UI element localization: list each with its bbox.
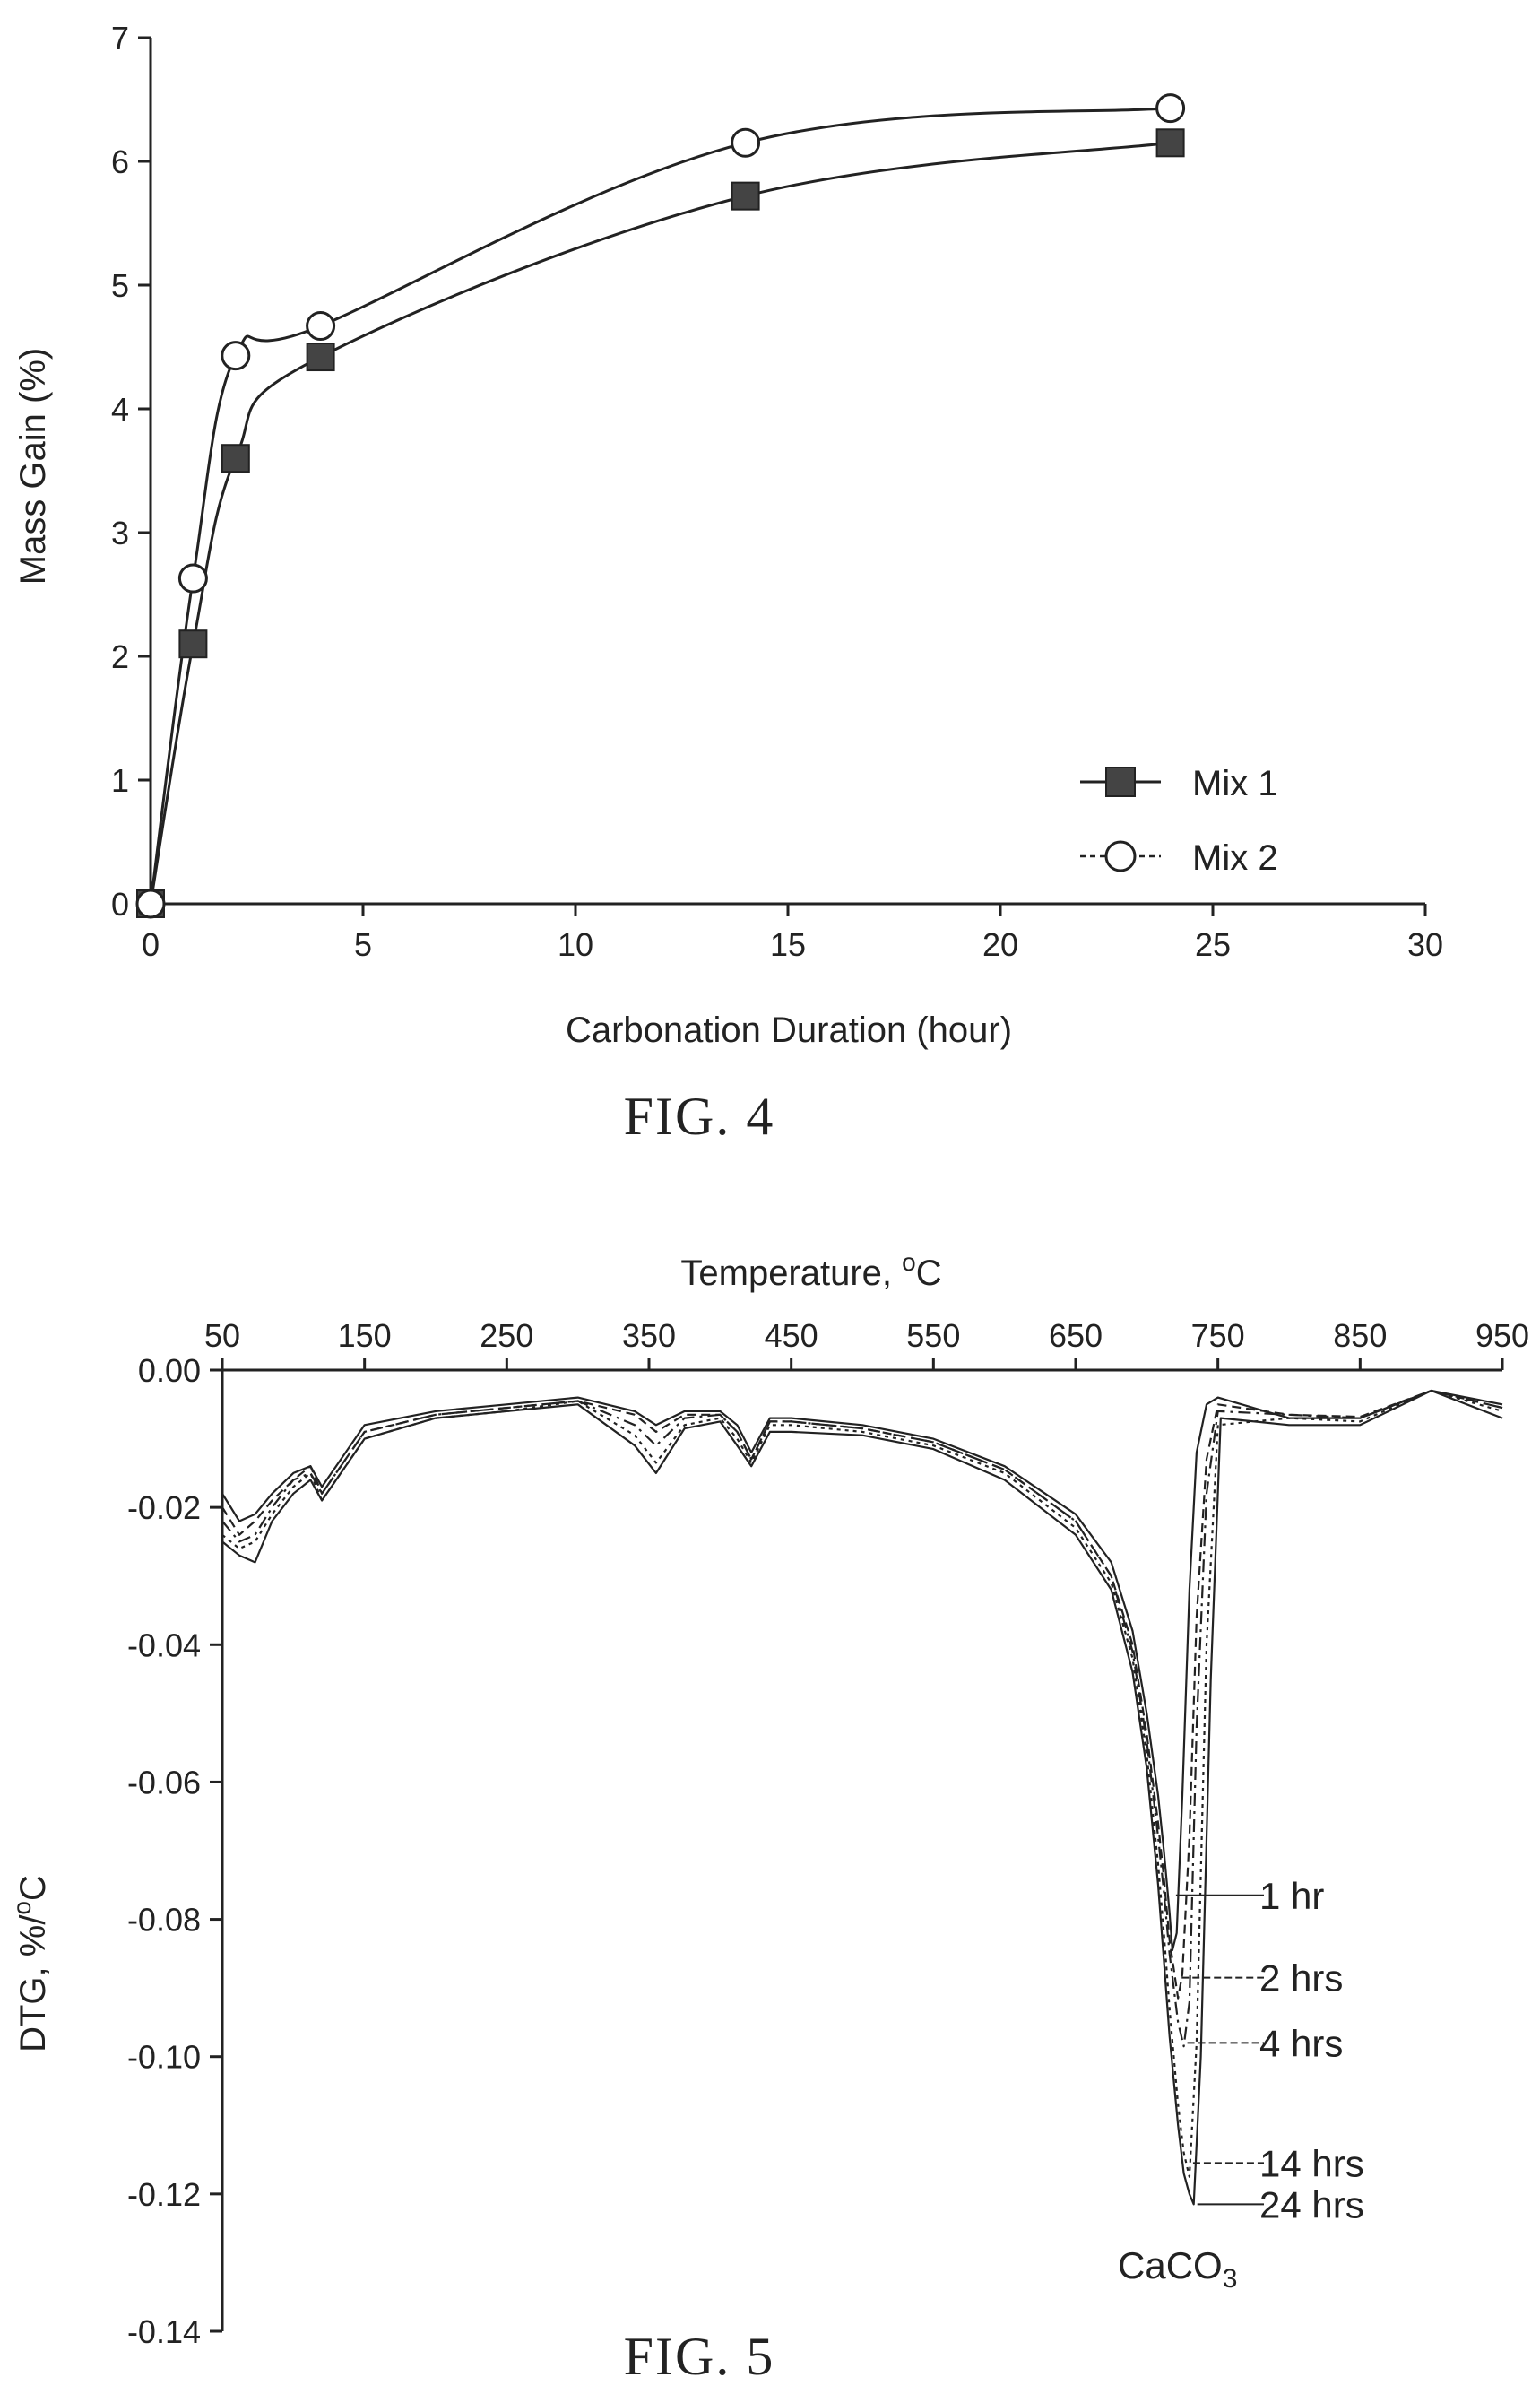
fig5-series-line-4 — [221, 1389, 1503, 2178]
fig5-series-line-5 — [221, 1389, 1503, 2206]
fig5-x-axis-title: Temperature, oC — [680, 1248, 941, 1293]
fig5-x-tick-label: 350 — [622, 1317, 676, 1354]
fig4-x-tick-label: 25 — [1195, 926, 1231, 963]
fig5-chart: 50 150 250 350 450 550 650 750 850 950 0.00 -0.02 -0… — [8, 1248, 1529, 2386]
fig4-series-line-1 — [149, 141, 1171, 905]
fig5-x-tick-label: 550 — [906, 1317, 960, 1354]
legend-marker-mix1 — [1105, 767, 1136, 797]
fig5-curve-label: 4 hrs — [1259, 2022, 1343, 2064]
fig4-y-tick-label: 7 — [111, 20, 129, 56]
fig5-y-tick-label: -0.14 — [127, 2313, 201, 2350]
fig5-x-tick-label: 450 — [765, 1317, 818, 1354]
fig5-y-axis-title: DTG, %/oC — [8, 1875, 53, 2052]
fig4-point-mix1 — [731, 181, 760, 211]
fig5-series-line-1 — [221, 1389, 1503, 1952]
fig5-x-tick-label: 950 — [1475, 1317, 1529, 1354]
fig4-point-mix2 — [731, 127, 761, 158]
fig4-x-tick-label: 30 — [1407, 926, 1443, 963]
fig4-caption: FIG. 4 — [624, 1087, 775, 1146]
fig4-point-mix1 — [221, 444, 250, 473]
fig5-curve-label: 24 hrs — [1259, 2183, 1364, 2225]
fig4-point-mix2 — [177, 563, 208, 594]
fig4-point-mix1 — [306, 343, 335, 372]
fig5-axes: 50 150 250 350 450 550 650 750 850 950 0.00 -0.02 -0… — [127, 1317, 1529, 2350]
fig4-y-axis-title: Mass Gain (%) — [13, 348, 53, 586]
fig5-series-group — [221, 1389, 1503, 2206]
fig4-y-tick-label: 3 — [111, 515, 129, 551]
legend-label-mix1: Mix 1 — [1192, 764, 1278, 803]
fig5-y-tick-label: -0.12 — [127, 2176, 201, 2213]
fig5-y-tick-label: -0.04 — [127, 1627, 201, 1663]
fig5-y-tick-label: -0.08 — [127, 1902, 201, 1939]
fig5-y-tick-label: -0.02 — [127, 1489, 201, 1526]
caco3-annotation: CaCO3 — [1118, 2244, 1237, 2294]
fig4-point-mix2 — [135, 889, 166, 919]
fig4-y-tick-label: 0 — [111, 886, 129, 923]
fig5-caption: FIG. 5 — [624, 2327, 775, 2386]
fig5-curve-label: 14 hrs — [1259, 2142, 1364, 2184]
fig4-y-tick-label: 6 — [111, 143, 129, 180]
fig4-x-axis-title: Carbonation Duration (hour) — [566, 1011, 1012, 1050]
fig4-x-tick-label: 0 — [142, 926, 160, 963]
fig4-chart: 0 5 10 15 20 25 30 0 1 2 3 4 5 6 7 Mix 1 Mix 2 Carbona… — [13, 20, 1443, 1146]
fig5-x-tick-label: 150 — [338, 1317, 392, 1354]
fig4-y-tick-label: 1 — [111, 762, 129, 799]
fig5-x-tick-label: 650 — [1049, 1317, 1103, 1354]
fig4-x-tick-label: 10 — [558, 926, 593, 963]
fig5-y-tick-label: -0.06 — [127, 1764, 201, 1800]
legend-marker-mix2 — [1104, 840, 1137, 872]
fig4-point-mix2 — [221, 341, 251, 371]
fig5-curve-label: 2 hrs — [1259, 1957, 1343, 2000]
fig4-point-mix2 — [306, 311, 336, 342]
fig4-x-tick-label: 20 — [982, 926, 1018, 963]
fig4-y-tick-label: 5 — [111, 267, 129, 304]
fig4-x-tick-label: 15 — [770, 926, 806, 963]
fig4-point-mix2 — [1155, 93, 1186, 124]
fig5-curve-label: 1 hr — [1259, 1875, 1324, 1917]
fig4-point-mix1 — [1155, 128, 1185, 158]
fig4-point-mix1 — [178, 629, 208, 659]
fig4-series-line-2 — [149, 107, 1171, 905]
fig4-y-tick-label: 4 — [111, 391, 129, 428]
fig4-axes: 0 5 10 15 20 25 30 0 1 2 3 4 5 6 7 — [111, 20, 1443, 963]
fig5-series-line-3 — [221, 1389, 1503, 2048]
fig4-y-tick-label: 2 — [111, 638, 129, 675]
fig5-x-tick-label: 250 — [480, 1317, 533, 1354]
fig5-x-tick-label: 50 — [204, 1317, 240, 1354]
fig4-legend: Mix 1 Mix 2 — [1080, 764, 1278, 878]
fig5-y-tick-label: 0.00 — [138, 1352, 201, 1389]
legend-label-mix2: Mix 2 — [1192, 838, 1278, 878]
fig5-x-tick-label: 850 — [1333, 1317, 1387, 1354]
fig4-x-tick-label: 5 — [354, 926, 372, 963]
fig4-series-group — [135, 93, 1186, 919]
fig5-y-tick-label: -0.10 — [127, 2039, 201, 2076]
fig5-x-tick-label: 750 — [1191, 1317, 1245, 1354]
